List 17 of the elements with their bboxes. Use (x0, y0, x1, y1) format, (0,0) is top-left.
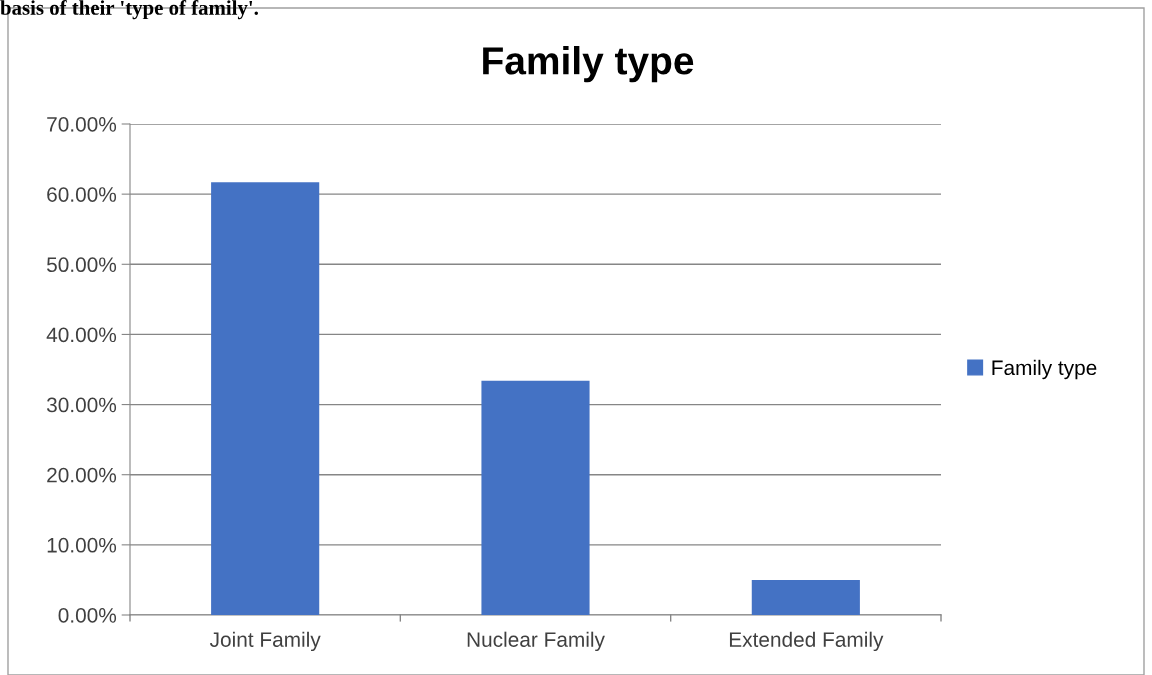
x-tick-label: Extended Family (729, 631, 884, 652)
y-tick-label: 30.00% (46, 397, 117, 413)
text: basis of their 'type of family'. (0, 0, 258, 20)
x-tick-label: Nuclear Family (467, 631, 605, 652)
x-tick-label: Joint Family (209, 631, 321, 652)
y-tick-label: 40.00% (46, 327, 117, 343)
bar (481, 380, 590, 615)
bar (751, 579, 860, 615)
y-tick-label: 50.00% (46, 257, 117, 273)
legend-label: Family type (992, 359, 1097, 380)
bar (211, 182, 320, 615)
chart-title: Family type (483, 46, 694, 83)
y-tick-label: 0.00% (58, 608, 117, 623)
y-tick-label: 60.00% (47, 187, 117, 202)
y-tick-label: 20.00% (47, 467, 117, 483)
y-tick-label: 70.00% (47, 117, 117, 132)
y-tick-label: 10.00% (47, 537, 117, 553)
